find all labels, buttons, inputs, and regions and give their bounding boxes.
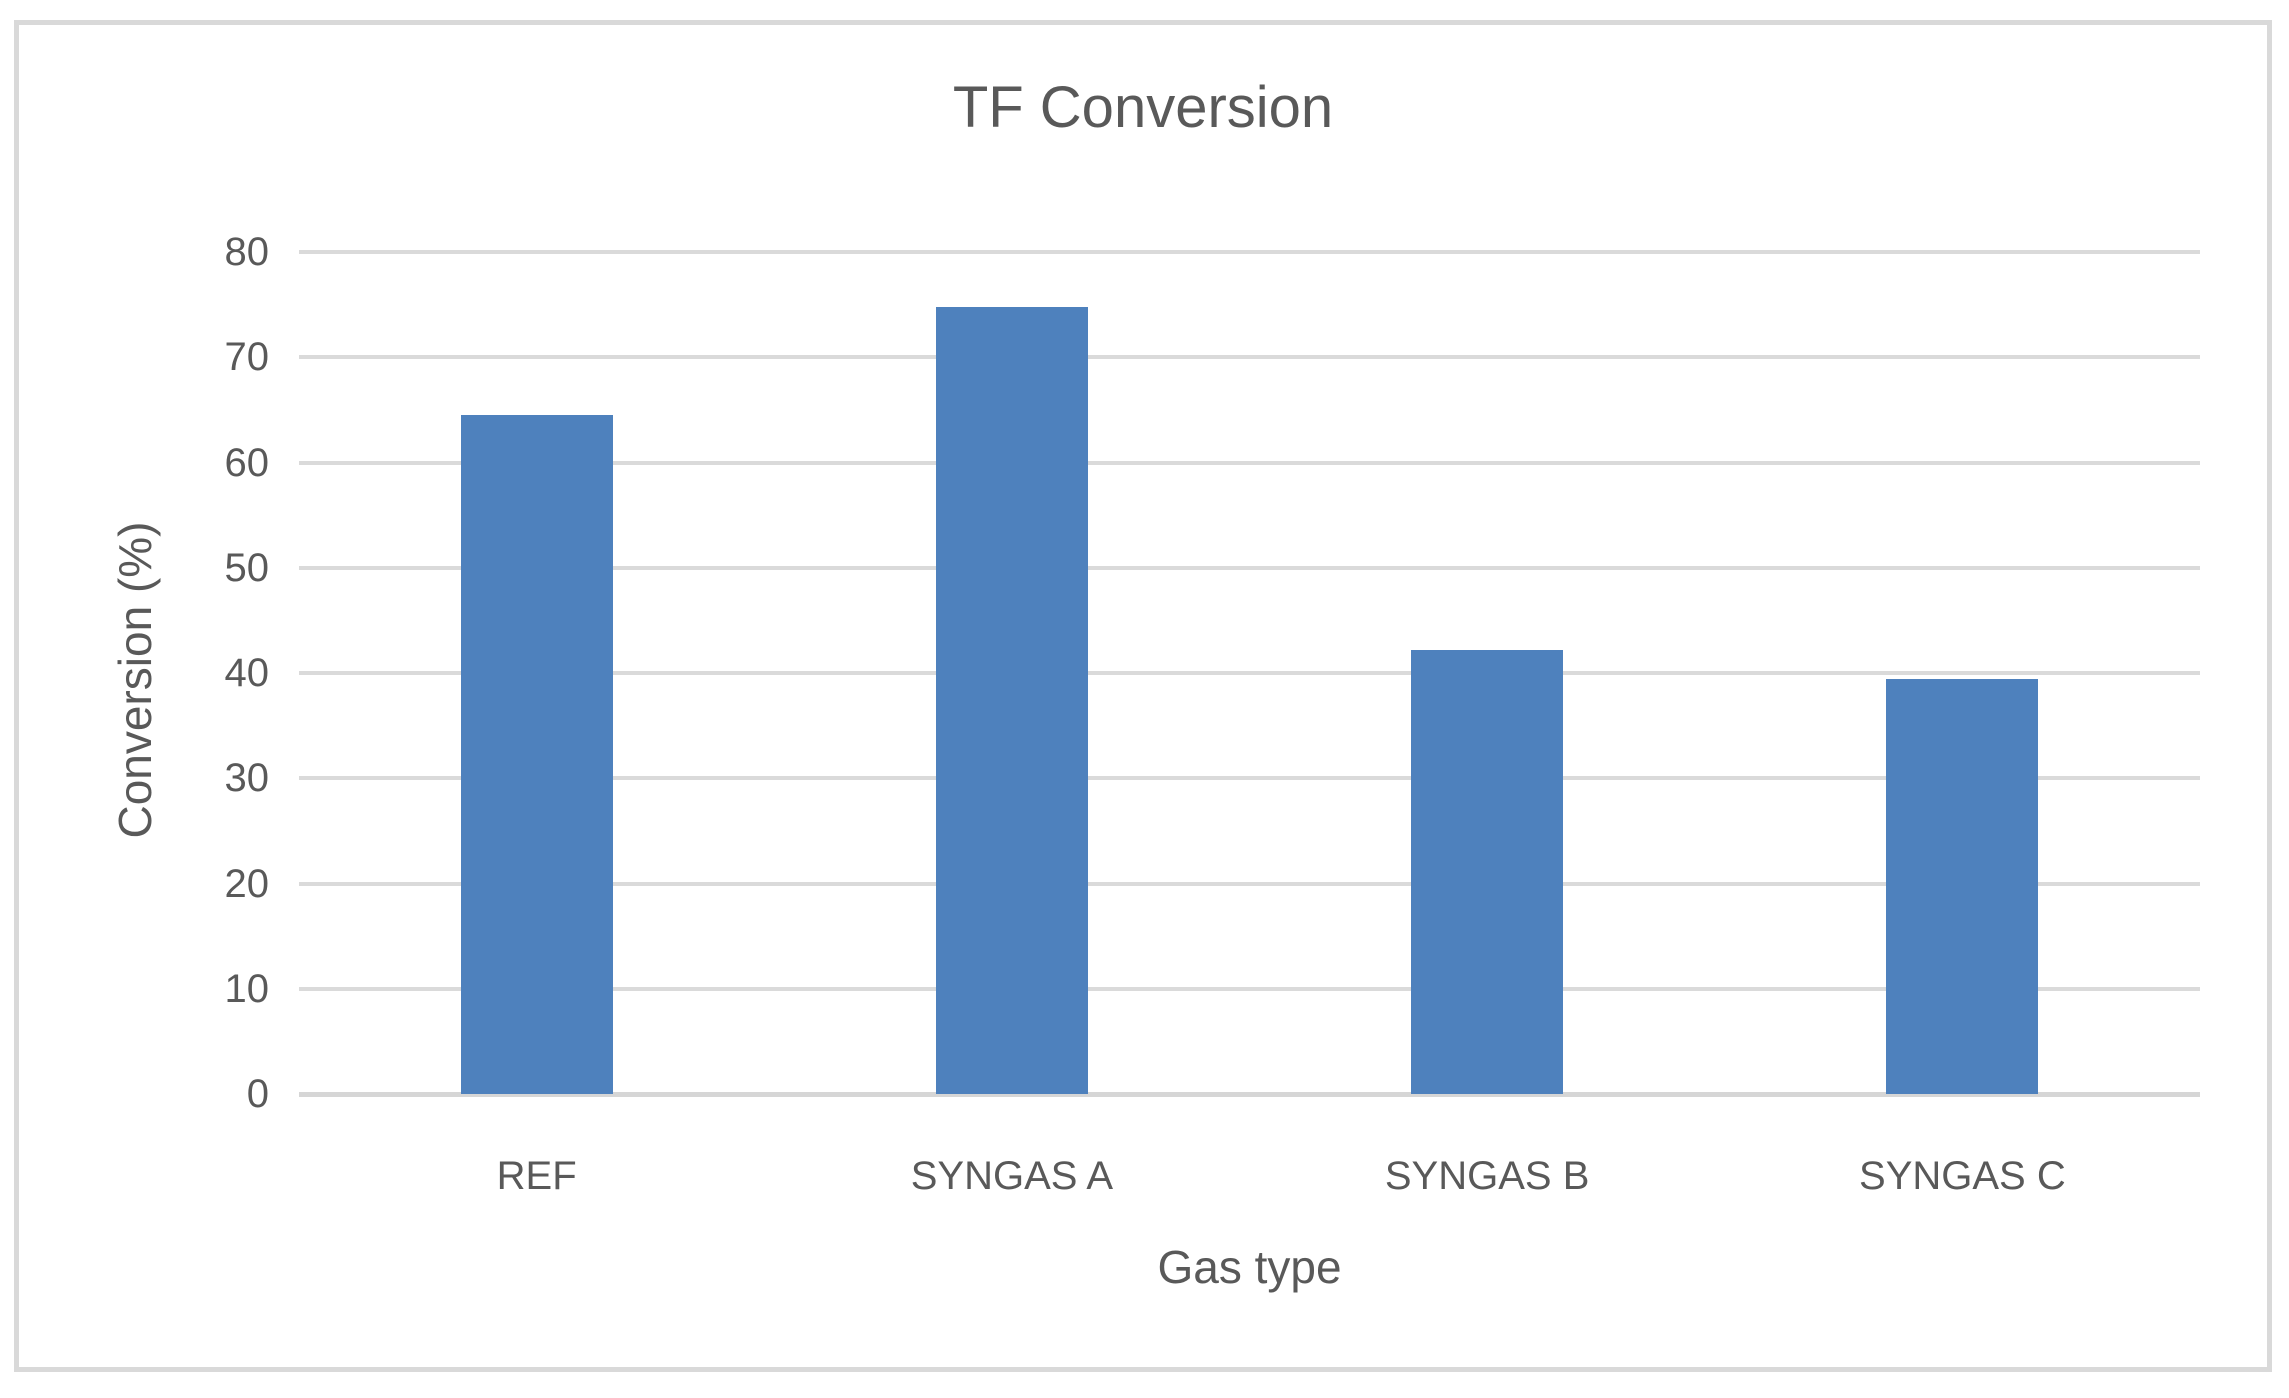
x-tick-label: SYNGAS B [1384, 1154, 1590, 1198]
gridline [299, 565, 2200, 570]
y-tick-label: 30 [224, 756, 270, 801]
y-tick-label: 50 [224, 545, 270, 590]
x-axis-line [299, 1092, 2200, 1097]
x-tick-label: REF [496, 1154, 577, 1198]
chart-title: TF Conversion [952, 75, 1334, 140]
gridline [299, 881, 2200, 886]
x-axis-title: Gas type [1157, 1241, 1342, 1293]
bar-ref [460, 415, 613, 1094]
y-tick-label: 80 [224, 230, 270, 274]
gridline [299, 460, 2200, 465]
y-tick-label: 20 [224, 861, 270, 906]
x-tick-label: SYNGAS A [910, 1154, 1114, 1198]
gridline [299, 776, 2200, 781]
gridline [299, 986, 2200, 991]
bar-syngas-c [1886, 679, 2039, 1094]
gridline [299, 671, 2200, 675]
y-tick-label: 10 [224, 966, 270, 1011]
y-tick-label: 60 [224, 440, 270, 485]
x-tick-label: SYNGAS C [1859, 1154, 2066, 1198]
y-tick-label: 40 [224, 651, 270, 695]
y-tick-label: 70 [224, 335, 270, 380]
gridline [299, 355, 2200, 360]
bar-syngas-b [1411, 649, 1564, 1094]
y-tick-label: 0 [246, 1072, 269, 1116]
gridline [299, 250, 2200, 254]
bar-syngas-a [935, 306, 1088, 1094]
